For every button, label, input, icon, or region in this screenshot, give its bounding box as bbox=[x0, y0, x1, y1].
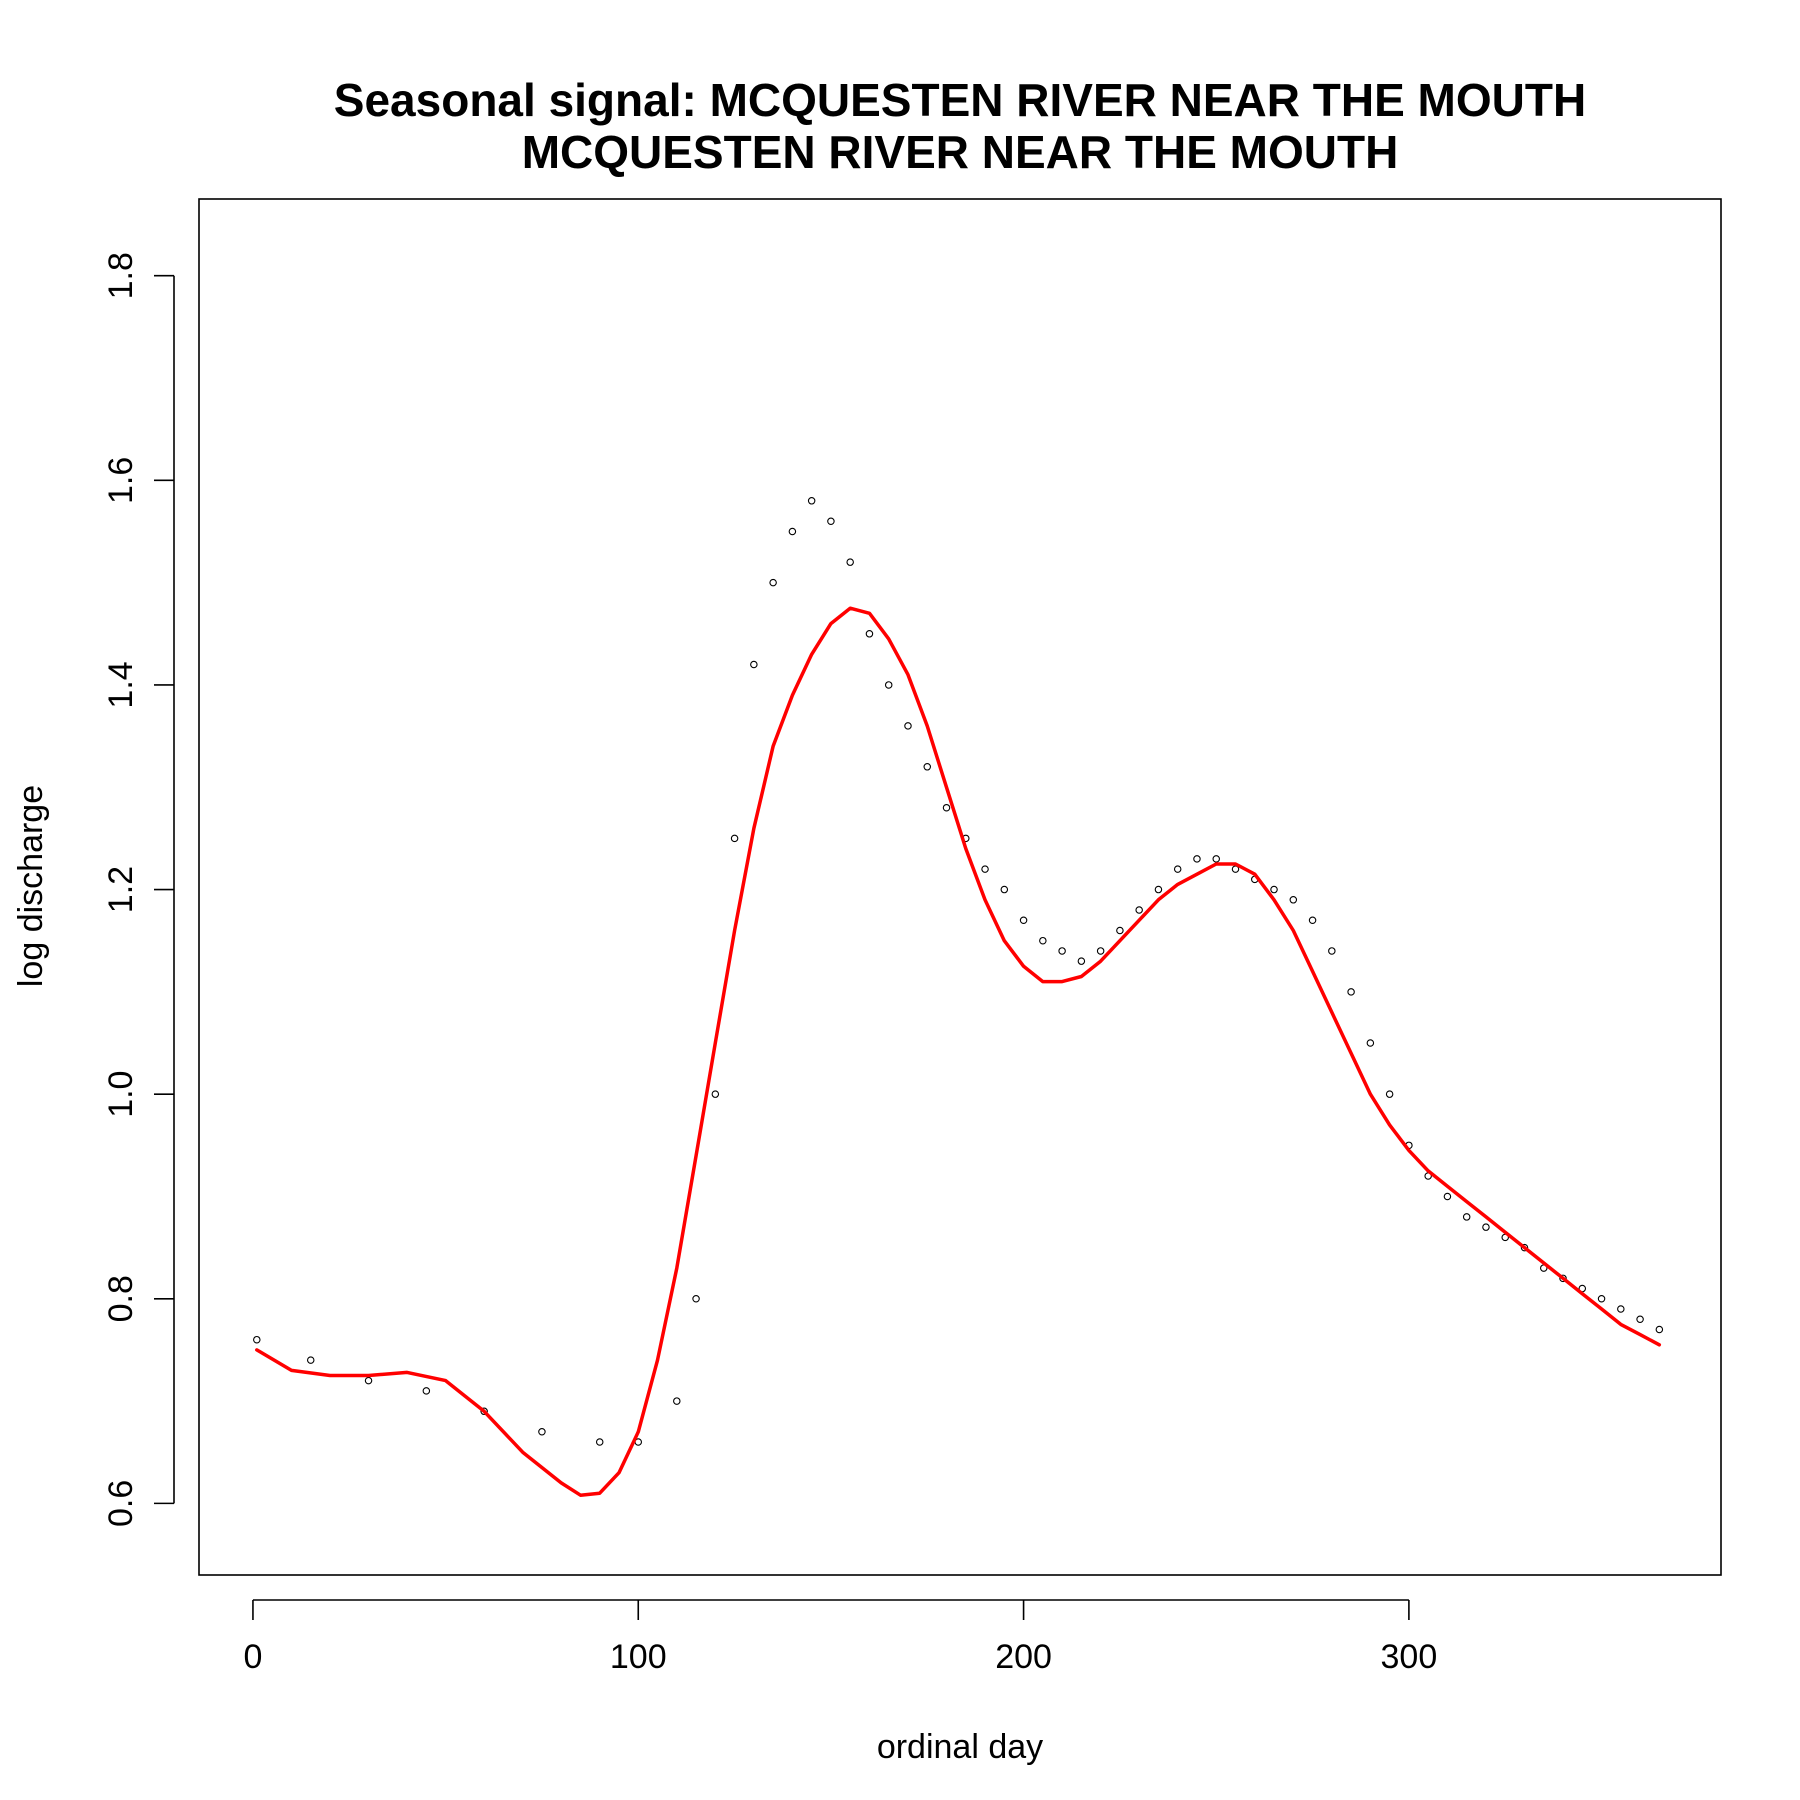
data-point bbox=[364, 1376, 373, 1385]
y-tick-label: 1.4 bbox=[102, 661, 140, 708]
data-point bbox=[1385, 1090, 1394, 1098]
data-point bbox=[769, 578, 777, 587]
data-point bbox=[595, 1438, 604, 1446]
data-point bbox=[422, 1387, 431, 1395]
y-tick-label: 0.8 bbox=[102, 1275, 140, 1322]
data-point bbox=[711, 1090, 720, 1098]
data-point bbox=[923, 763, 931, 771]
data-point bbox=[1019, 916, 1028, 924]
data-point bbox=[1636, 1315, 1644, 1323]
data-point bbox=[1116, 926, 1124, 935]
data-point bbox=[730, 834, 739, 843]
x-axis-label: ordinal day bbox=[877, 1728, 1043, 1766]
data-point bbox=[1482, 1223, 1490, 1231]
data-point bbox=[673, 1397, 681, 1405]
data-point bbox=[1173, 865, 1182, 873]
y-tick-label: 0.6 bbox=[102, 1480, 140, 1527]
data-point bbox=[1096, 947, 1105, 955]
data-point bbox=[846, 558, 854, 566]
seasonal-signal-line bbox=[255, 606, 1662, 1497]
y-tick-label: 1.8 bbox=[102, 252, 140, 299]
data-point bbox=[306, 1356, 315, 1364]
data-point bbox=[480, 1407, 488, 1416]
data-point bbox=[827, 517, 835, 526]
x-tick-label: 300 bbox=[1381, 1638, 1438, 1676]
data-point bbox=[807, 497, 816, 505]
data-point bbox=[788, 527, 797, 536]
data-point bbox=[884, 681, 893, 689]
data-point bbox=[253, 1335, 261, 1344]
y-tick-label: 1.6 bbox=[102, 457, 140, 504]
data-point bbox=[1154, 885, 1163, 894]
data-point bbox=[1212, 855, 1220, 863]
y-axis: 0.6 0.8 1.0 1.2 1.4 1.6 1.8 bbox=[102, 252, 175, 1527]
data-point bbox=[1520, 1243, 1529, 1252]
data-point bbox=[1270, 885, 1278, 894]
data-point bbox=[904, 722, 912, 730]
chart-subtitle: MCQUESTEN RIVER NEAR THE MOUTH bbox=[522, 126, 1399, 178]
data-point bbox=[1597, 1295, 1606, 1303]
data-point bbox=[1193, 855, 1201, 863]
data-point bbox=[1308, 916, 1317, 924]
plot-frame bbox=[198, 198, 1722, 1576]
y-tick-label: 1.0 bbox=[102, 1071, 140, 1118]
data-point bbox=[1058, 947, 1066, 955]
data-point bbox=[1617, 1305, 1625, 1313]
data-point bbox=[1000, 885, 1009, 894]
x-axis: 0 100 200 300 bbox=[243, 1599, 1438, 1676]
data-points bbox=[253, 497, 1664, 1446]
data-point bbox=[1135, 906, 1143, 914]
data-point bbox=[1443, 1192, 1452, 1201]
data-point bbox=[865, 630, 874, 638]
y-axis-label: log discharge bbox=[12, 785, 50, 987]
data-point bbox=[1366, 1039, 1375, 1047]
data-point bbox=[692, 1295, 700, 1303]
smoothed-curve bbox=[255, 606, 1662, 1497]
data-point bbox=[1462, 1213, 1471, 1221]
x-tick-label: 100 bbox=[610, 1638, 667, 1676]
data-point bbox=[942, 803, 951, 812]
data-point bbox=[981, 865, 989, 873]
y-tick-label: 1.2 bbox=[102, 866, 140, 913]
data-point bbox=[1039, 936, 1047, 945]
data-point bbox=[1077, 957, 1086, 965]
data-point bbox=[1655, 1325, 1664, 1334]
data-point bbox=[538, 1428, 546, 1436]
x-tick-label: 200 bbox=[995, 1638, 1052, 1676]
data-point bbox=[1347, 988, 1355, 996]
data-point bbox=[1559, 1274, 1567, 1283]
data-point bbox=[1328, 947, 1336, 955]
data-point bbox=[750, 660, 758, 669]
chart-title: Seasonal signal: MCQUESTEN RIVER NEAR TH… bbox=[334, 74, 1586, 126]
data-point bbox=[1289, 896, 1298, 904]
x-tick-label: 0 bbox=[243, 1638, 262, 1676]
